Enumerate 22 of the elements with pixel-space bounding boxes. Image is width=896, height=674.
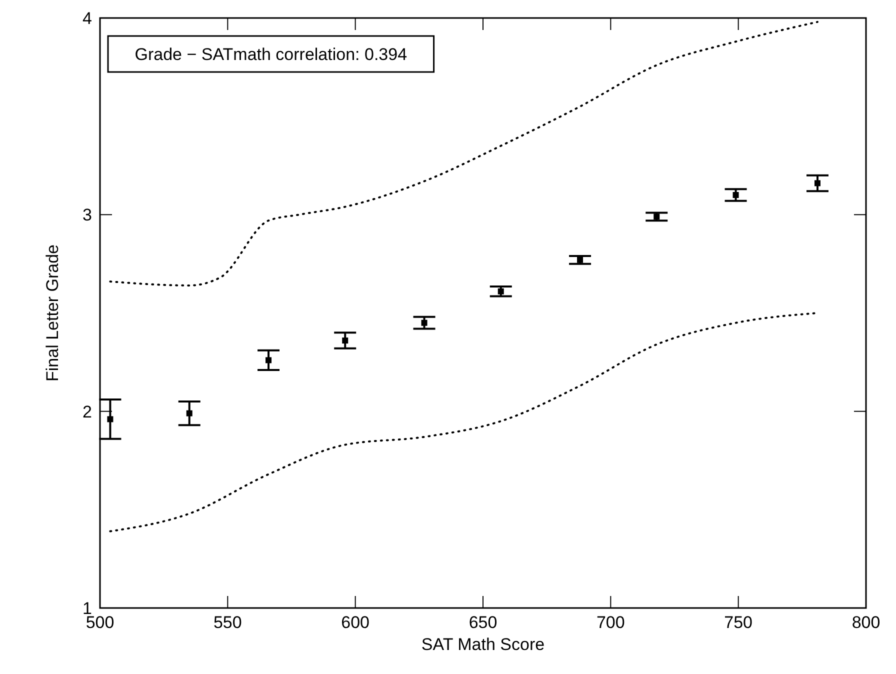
x-axis-title: SAT Math Score: [421, 635, 545, 654]
x-tick-label: 650: [468, 613, 498, 632]
x-tick-label: 550: [213, 613, 242, 632]
y-tick-label: 3: [82, 206, 92, 225]
point: [107, 416, 114, 422]
point: [421, 320, 428, 326]
point: [814, 180, 820, 186]
x-tick-label: 600: [341, 613, 370, 632]
x-tick-label: 700: [596, 613, 625, 632]
point: [186, 410, 192, 416]
x-tick-label: 500: [86, 613, 114, 632]
y-tick-label: 4: [82, 8, 92, 28]
annotation: Grade − SATmath correlation: 0.394: [134, 44, 408, 64]
x-tick-label: 750: [724, 613, 753, 632]
line-series: [109, 312, 818, 532]
point: [266, 357, 272, 364]
y-tick-label: 2: [82, 402, 92, 422]
point: [342, 338, 348, 344]
point: [732, 192, 739, 198]
line-series: [109, 20, 818, 286]
y-axis-title: Final Letter Grade: [43, 244, 62, 382]
x-tick-label: 800: [852, 613, 880, 632]
